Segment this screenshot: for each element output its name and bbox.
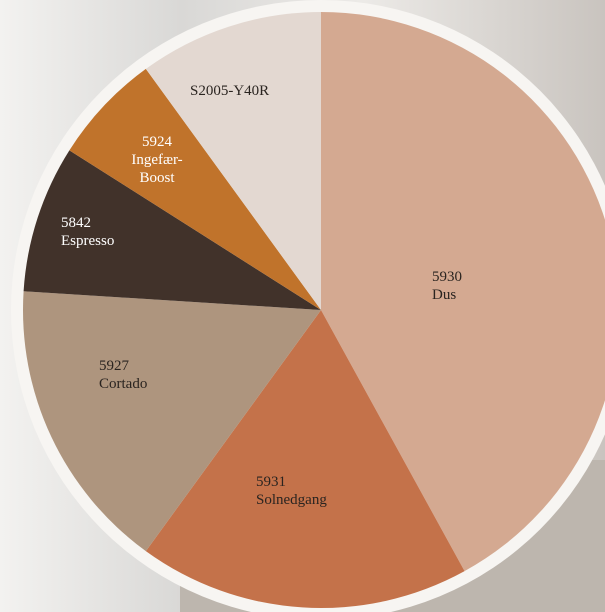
slice-label: 5931 Solnedgang (256, 473, 327, 509)
slice-label: S2005-Y40R (190, 82, 269, 100)
slice-label: 5930 Dus (432, 268, 462, 304)
color-name: Cortado (99, 376, 148, 392)
color-name: Dus (432, 287, 457, 303)
color-code: 5930 (432, 269, 462, 285)
pie-slice (23, 150, 321, 310)
color-code: S2005-Y40R (190, 83, 270, 99)
pie-slice (145, 310, 465, 608)
color-name: Espresso (61, 233, 115, 249)
pie-slice (321, 12, 605, 572)
slice-label: 5842 Espresso (61, 214, 114, 250)
color-code: 5931 (256, 474, 286, 490)
pie-slice (69, 68, 321, 310)
color-code: 5842 (61, 215, 91, 231)
color-name: Ingefær-Boost (131, 152, 183, 186)
pie-slice (23, 291, 321, 552)
color-code: 5927 (99, 358, 129, 374)
slice-label: 5927 Cortado (99, 357, 147, 393)
pie-slice (145, 11, 321, 310)
color-name: Solnedgang (256, 492, 327, 508)
color-code: 5924 (142, 134, 172, 150)
slice-label: 5924 Ingefær-Boost (117, 133, 197, 187)
